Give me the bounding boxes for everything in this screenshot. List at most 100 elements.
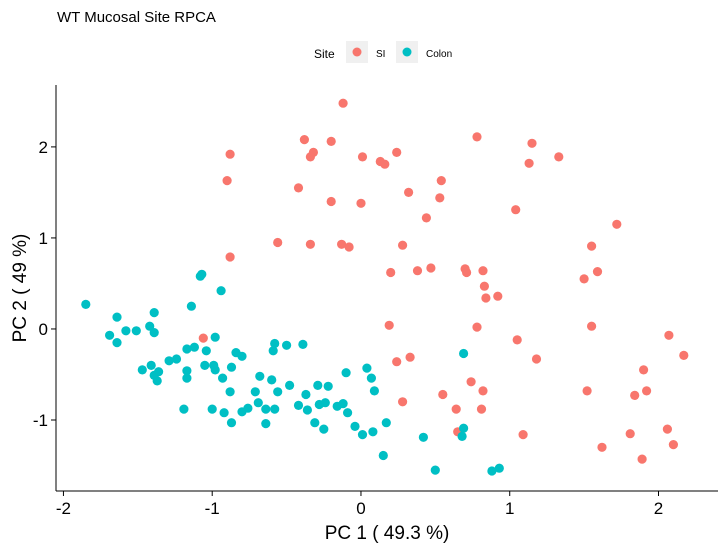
x-tick-label: -2 [56, 499, 71, 518]
point-colon [189, 342, 199, 352]
point-colon [369, 386, 379, 396]
point-si [518, 430, 528, 440]
y-axis-ticks: -1 0 1 2 [33, 138, 56, 430]
point-colon [182, 366, 192, 376]
point-colon [152, 376, 162, 386]
point-si [386, 267, 396, 278]
point-colon [81, 299, 91, 309]
point-colon [207, 404, 217, 414]
point-si [305, 152, 315, 162]
x-tick-label: -1 [205, 499, 220, 518]
point-colon [261, 419, 271, 429]
point-si [421, 213, 431, 223]
point-si [637, 454, 647, 464]
point-si [472, 322, 482, 332]
point-si [404, 187, 414, 197]
point-si [398, 397, 408, 407]
point-colon [219, 408, 229, 418]
point-si [273, 237, 283, 248]
point-colon [164, 356, 174, 366]
point-colon [341, 368, 351, 378]
point-colon [267, 375, 277, 385]
point-colon [302, 405, 312, 415]
x-axis-ticks: -2 -1 0 1 2 [56, 491, 663, 518]
point-colon [171, 354, 182, 364]
point-colon [253, 398, 263, 408]
point-colon [149, 328, 159, 338]
point-si [380, 159, 390, 169]
point-colon [381, 418, 391, 428]
point-colon [270, 338, 280, 349]
point-colon [210, 332, 220, 342]
point-si [642, 386, 652, 396]
y-tick-label: 0 [39, 320, 48, 339]
point-si [472, 132, 482, 142]
point-colon [320, 398, 330, 408]
point-colon [137, 365, 147, 375]
point-si [337, 239, 347, 249]
point-colon [362, 363, 372, 373]
point-colon [378, 450, 388, 461]
point-colon [237, 351, 247, 361]
point-si [679, 350, 689, 360]
point-colon [301, 389, 311, 400]
point-si [225, 149, 235, 159]
point-si [392, 357, 402, 367]
point-colon [293, 400, 304, 410]
legend-key-si-marker [352, 47, 362, 57]
point-si [392, 147, 402, 157]
point-colon [112, 338, 122, 348]
point-si [466, 377, 476, 387]
point-si [225, 252, 235, 262]
x-tick-label: 1 [505, 499, 514, 518]
point-colon [270, 404, 280, 414]
point-colon [310, 418, 320, 428]
legend-title: Site [314, 47, 335, 61]
point-colon [200, 360, 210, 370]
point-si [639, 365, 649, 375]
point-si [587, 321, 597, 331]
legend-label-si: SI [376, 49, 385, 60]
point-colon [112, 312, 122, 322]
point-colon [145, 321, 155, 331]
point-si [597, 442, 607, 452]
point-colon [494, 463, 504, 473]
point-colon [182, 344, 192, 354]
point-si [405, 352, 415, 362]
chart-title: WT Mucosal Site RPCA [57, 9, 216, 26]
point-si [462, 267, 472, 278]
x-tick-label: 0 [356, 499, 365, 518]
point-si [412, 266, 423, 276]
point-colon [121, 326, 131, 336]
point-colon [268, 346, 278, 356]
point-colon [197, 269, 207, 279]
point-si [554, 152, 564, 162]
point-si [198, 333, 208, 343]
point-si [524, 158, 534, 168]
point-si [664, 330, 674, 340]
point-colon [255, 371, 265, 381]
point-si [481, 293, 491, 303]
point-colon [250, 387, 260, 397]
point-colon [201, 346, 211, 356]
y-tick-label: 1 [39, 229, 48, 248]
point-colon [216, 286, 226, 296]
point-si [293, 183, 304, 193]
point-colon [179, 404, 189, 414]
point-si [478, 386, 488, 396]
point-si [356, 198, 366, 208]
point-si [357, 152, 368, 162]
point-si [435, 193, 445, 203]
point-colon [418, 432, 428, 442]
point-si [326, 136, 336, 146]
point-si [479, 281, 489, 291]
y-tick-label: -1 [33, 411, 48, 430]
point-si [612, 219, 622, 229]
point-colon [350, 421, 360, 431]
legend-key-colon-marker [402, 47, 412, 57]
point-si [668, 440, 679, 450]
point-si [426, 263, 436, 273]
point-si [344, 242, 354, 252]
point-si [338, 98, 348, 108]
